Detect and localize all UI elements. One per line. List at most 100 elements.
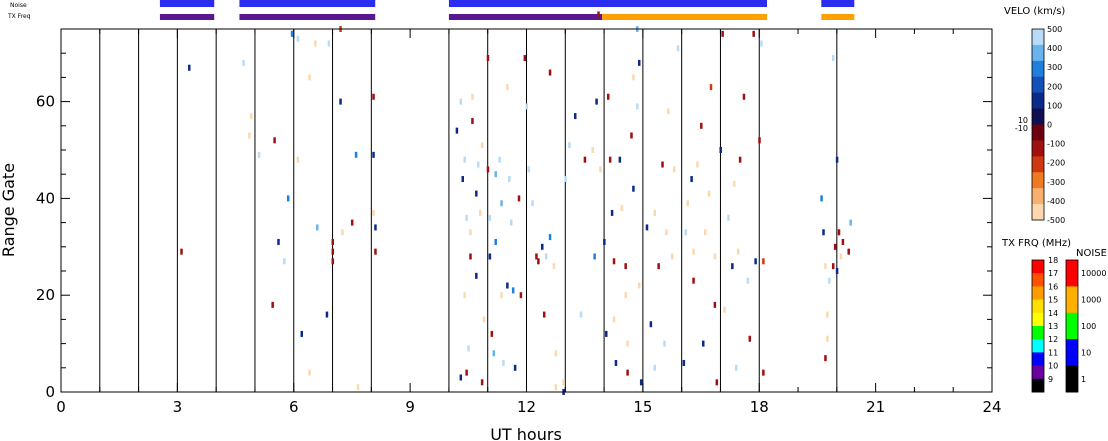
data-cell [488,214,492,221]
data-cell [833,243,837,250]
data-cell [356,384,360,391]
data-cell [690,176,693,183]
data-cell [296,156,300,163]
data-cell [713,301,717,308]
velocity-colorbar-tick: -100 [1047,140,1065,149]
data-cell [180,248,183,255]
noise-band-label: Noise [10,2,27,9]
data-cell [742,93,746,100]
data-cell [471,117,474,124]
data-cell [531,200,534,207]
x-tick-label: 3 [173,398,183,416]
data-cell [286,195,290,202]
data-cell [702,340,705,347]
data-cell [715,379,719,386]
txfreq-segment [602,14,768,20]
data-cell [733,180,736,187]
velocity-colorbar-tick: -400 [1047,197,1065,206]
noise-band [159,0,855,7]
data-cell [748,335,752,342]
data-cell [624,263,627,270]
velocity-colorbar-tick: 300 [1047,63,1062,72]
data-cell [762,369,765,376]
txfreq-colorbar-title: TX FRQ (MHz) [1001,238,1071,249]
data-cell [513,364,517,371]
data-cell [535,253,538,260]
velocity-colorbar-swatch [1032,172,1044,189]
data-cell [696,161,699,168]
noise-colorbar-swatch [1066,286,1078,314]
data-cell [248,132,251,139]
data-cell [630,132,633,139]
data-cell [537,258,540,265]
noise-colorbar-tick: 10 [1081,348,1091,357]
data-cell [314,40,317,47]
data-cell [754,258,757,265]
hour-gridlines [99,29,838,392]
data-cell [707,190,711,197]
data-cell [331,248,335,255]
data-cell [467,345,470,352]
x-tick-label: 0 [56,398,66,416]
txfreq-segment [159,14,215,20]
txfreq-segment [239,14,376,20]
data-cell [826,311,829,318]
txfreq-colorbar-swatch [1032,299,1044,314]
x-axis-label: UT hours [490,425,562,441]
data-cell [727,214,730,221]
velocity-colorbar-tick: 100 [1047,101,1062,110]
velocity-colorbar-tick: -300 [1047,178,1065,187]
data-cell [709,84,713,91]
velocity-colorbar-title: VELO (km/s) [1004,6,1065,17]
txfreq-colorbar-tick: 16 [1048,282,1058,291]
velocity-colorbar-swatch [1032,92,1044,110]
data-cell [672,166,676,173]
data-cell [482,316,486,323]
velocity-colorbar-swatch [1032,188,1044,205]
data-cell [835,156,839,163]
y-tick-label: 20 [36,286,55,304]
data-cell [527,166,530,173]
data-cell [271,301,274,308]
txfreq-colorbar-tick: 13 [1048,322,1058,331]
data-cell [736,248,740,255]
noise-segment [239,0,376,7]
velocity-colorbar-tick: -200 [1047,159,1065,168]
velocity-colorbar-swatch [1032,124,1044,141]
data-cell [290,30,294,37]
data-cell [568,142,571,149]
data-cell [824,263,827,270]
txfreq-colorbar-swatch [1032,273,1044,287]
data-cell [325,311,329,318]
data-cell [599,166,602,173]
data-cell [494,238,497,245]
data-cell [283,258,286,265]
txfreq-colorbar-swatch [1032,260,1044,274]
txfreq-colorbar-tick: 9 [1048,375,1053,384]
data-cell [612,258,616,265]
data-cell [637,59,641,66]
velocity-colorbar-swatch [1032,76,1044,94]
data-cell [273,137,276,144]
data-cell [686,200,689,207]
data-cell [552,263,556,270]
data-cell [606,93,610,100]
data-cell [734,364,738,371]
data-cell [519,292,523,299]
txfreq-colorbar-swatch [1032,326,1044,340]
velocity-colorbar-tick: 200 [1047,82,1062,91]
data-cell [541,243,544,250]
data-cell [847,248,850,255]
x-tick-label: 6 [289,398,299,416]
data-cell [657,263,660,270]
data-cell [738,156,742,163]
data-cell [579,311,583,318]
data-cell [564,176,567,183]
data-cell [614,359,618,366]
data-cell [372,151,375,158]
txfreq-colorbar-swatch [1032,378,1044,393]
data-cell [257,151,261,158]
data-cell [486,166,490,173]
data-cell [591,147,594,153]
